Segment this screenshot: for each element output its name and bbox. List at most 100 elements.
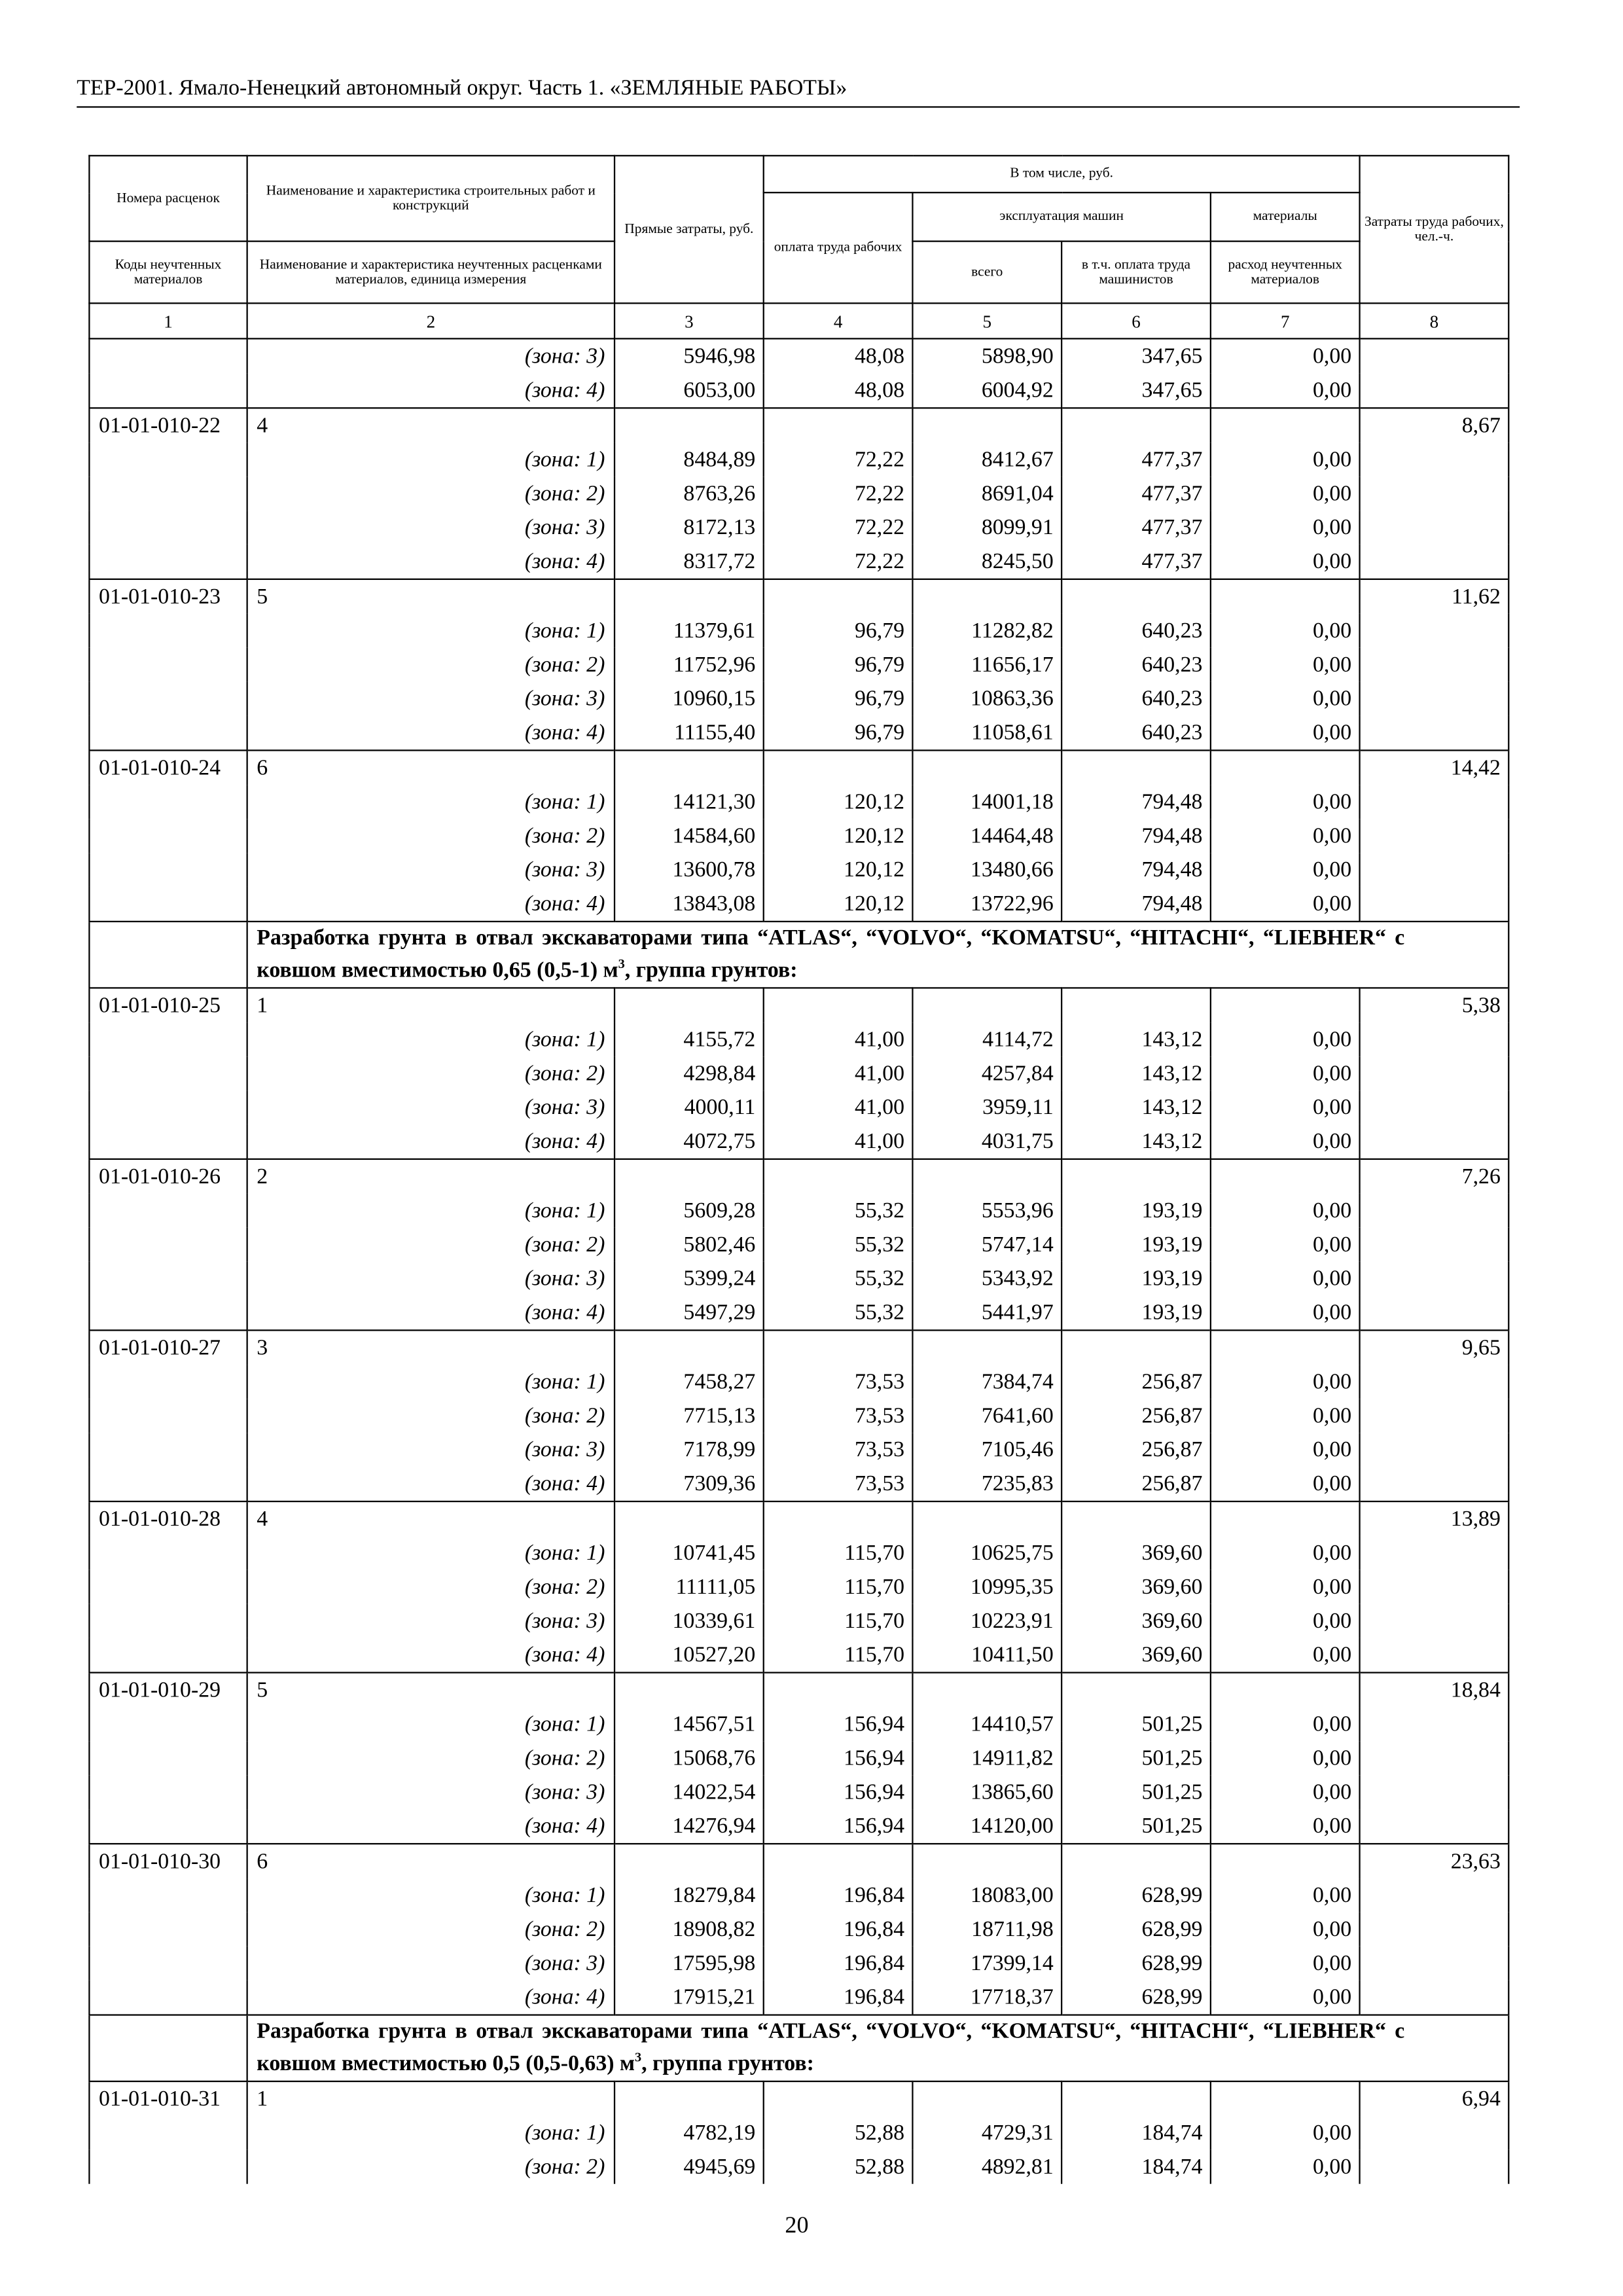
cell [88,1433,248,1467]
cell [1359,1090,1510,1124]
cell [912,407,1063,443]
value: 10960,15 [613,681,764,716]
cell [1359,647,1510,682]
section-title: Разработка грунта в отвал экскаваторами … [246,920,1510,988]
cell [88,1399,248,1433]
name: 4 [246,407,616,443]
value: 7105,46 [912,1433,1063,1467]
value: 11058,61 [912,715,1063,751]
value: 10223,91 [912,1604,1063,1638]
value: 0,00 [1209,1775,1361,1810]
cell [1209,407,1361,443]
zone-row: (зона: 4) 5497,29 55,32 5441,97 193,19 0,00 [88,1295,1510,1331]
header-cell: в т.ч. оплата труда машинистов [1061,240,1211,304]
value: 8317,72 [613,544,764,579]
value: 4031,75 [912,1124,1063,1159]
value: 6053,00 [613,373,764,408]
header-cell: Коды неучтенных материалов [88,240,248,304]
value: 256,87 [1061,1433,1211,1467]
value: 52,88 [762,2149,914,2184]
value: 0,00 [1209,338,1361,374]
value: 143,12 [1061,1022,1211,1057]
value: 4945,69 [613,2149,764,2184]
zone-row: (зона: 3) 10960,15 96,79 10863,36 640,23 0,00 [88,681,1510,716]
value: 73,53 [762,1399,914,1433]
value: 347,65 [1061,338,1211,374]
zone-label: (зона: 4) [246,373,616,408]
header-cell: эксплуатация машин [912,192,1211,242]
value: 6004,92 [912,373,1063,408]
group-row: 01-01-010-24 6 14,42 [88,749,1510,785]
cell [1359,819,1510,853]
cell [762,1500,914,1536]
zone-row: (зона: 2) 18908,82 196,84 18711,98 628,99 0,0… [88,1912,1510,1946]
zone-label: (зона: 2) [246,1741,616,1776]
value: 10527,20 [613,1638,764,1673]
value: 72,22 [762,476,914,511]
zone-label: (зона: 3) [246,338,616,374]
cell [613,1842,764,1879]
cell [88,544,248,579]
value: 18083,00 [912,1878,1063,1912]
cell [1359,886,1510,922]
zone-label: (зона: 4) [246,886,616,922]
cell [912,1500,1063,1536]
value: 0,00 [1209,1570,1361,1604]
price-table: Номера расценок Наименование и характери… [88,154,1510,2184]
cell [88,1638,248,1673]
name: 5 [246,578,616,614]
value: 3959,11 [912,1090,1063,1124]
cell [1359,1946,1510,1981]
zone-label: (зона: 2) [246,1399,616,1433]
value: 193,19 [1061,1295,1211,1331]
zone-label: (зона: 2) [246,647,616,682]
value: 628,99 [1061,1878,1211,1912]
value: 96,79 [762,681,914,716]
column-number: 6 [1061,302,1211,340]
value: 196,84 [762,1878,914,1912]
cell [1359,613,1510,648]
value: 14022,54 [613,1775,764,1810]
cell [1359,1638,1510,1673]
group-row: 01-01-010-23 5 11,62 [88,578,1510,614]
cell [88,886,248,922]
header-cell: Наименование и характеристика неучтенных… [246,240,616,304]
column-number: 1 [88,302,248,340]
section-text: Разработка грунта в отвал экскаваторами … [257,2020,1405,2077]
value: 48,08 [762,373,914,408]
header-cell: оплата труда рабочих [762,192,914,304]
section-row: Разработка грунта в отвал экскаваторами … [88,2014,1510,2082]
zone-label: (зона: 2) [246,2149,616,2184]
value: 5497,29 [613,1295,764,1331]
value: 5898,90 [912,338,1063,374]
value: 18279,84 [613,1878,764,1912]
zone-row: (зона: 2) 15068,76 156,94 14911,82 501,25 0,0… [88,1741,1510,1776]
zone-row: (зона: 2) 14584,60 120,12 14464,48 794,48 0,0… [88,819,1510,853]
cell [1061,578,1211,614]
cell [88,1227,248,1262]
cell [88,476,248,511]
value: 143,12 [1061,1056,1211,1091]
cell [1359,1535,1510,1570]
cell [88,1261,248,1296]
zone-label: (зона: 1) [246,1535,616,1570]
cell [88,511,248,545]
zone-label: (зона: 1) [246,1193,616,1228]
value: 640,23 [1061,715,1211,751]
header-cell: Прямые затраты, руб. [613,154,764,304]
cell [912,1672,1063,1708]
cell [1061,1842,1211,1879]
value: 0,00 [1209,681,1361,716]
value: 477,37 [1061,442,1211,477]
labor: 23,63 [1359,1842,1510,1879]
value: 5553,96 [912,1193,1063,1228]
value: 0,00 [1209,1467,1361,1501]
cell [1061,987,1211,1023]
value: 0,00 [1209,476,1361,511]
group-row: 01-01-010-31 1 6,94 [88,2080,1510,2117]
labor: 18,84 [1359,1672,1510,1708]
value: 156,94 [762,1741,914,1776]
value: 115,70 [762,1535,914,1570]
